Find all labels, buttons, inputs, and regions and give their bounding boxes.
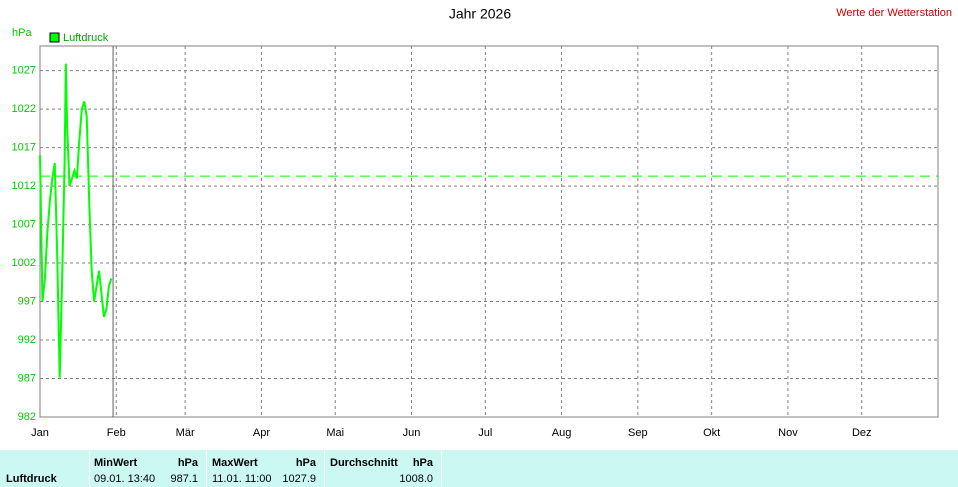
chart-title: Jahr 2026 xyxy=(449,6,511,22)
y-tick-label: 1022 xyxy=(12,103,36,115)
y-tick-label: 1012 xyxy=(12,180,36,192)
y-tick-label: 1027 xyxy=(12,65,36,77)
x-tick-label: Aug xyxy=(552,427,572,439)
x-tick-label: Feb xyxy=(107,427,126,439)
x-tick-label: Jun xyxy=(403,427,421,439)
stats-table: Luftdruck MinWert hPa 09.01. 13:40 987.1… xyxy=(0,450,958,487)
x-tick-label: Jan xyxy=(31,427,49,439)
stats-unit: hPa xyxy=(177,457,198,469)
x-tick-label: Jul xyxy=(478,427,492,439)
x-tick-label: Mai xyxy=(326,427,344,439)
chart-subtitle: Werte der Wetterstation xyxy=(836,7,952,19)
x-tick-label: Okt xyxy=(703,427,720,439)
y-tick-label: 987 xyxy=(18,372,36,384)
stats-max-cell: MaxWert hPa 11.01. 11:00 1027.9 xyxy=(207,450,325,487)
stats-value: 987.1 xyxy=(170,473,198,485)
stats-time: 11.01. 11:00 xyxy=(212,473,272,485)
stats-header: MaxWert xyxy=(212,457,258,469)
x-tick-label: Apr xyxy=(253,427,270,439)
stats-value: 1027.9 xyxy=(282,473,316,485)
stats-min-cell: MinWert hPa 09.01. 13:40 987.1 xyxy=(90,450,207,487)
legend-label: Luftdruck xyxy=(63,32,109,44)
y-tick-label: 1002 xyxy=(12,257,36,269)
stats-value: 1008.0 xyxy=(399,473,433,485)
x-tick-label: Dez xyxy=(852,427,872,439)
data-line xyxy=(39,63,113,378)
legend-swatch xyxy=(49,32,60,43)
stats-unit: hPa xyxy=(412,457,433,469)
stats-avg-cell: Durchschnitt hPa 1008.0 xyxy=(325,450,442,487)
chart: Jahr 2026 Werte der Wetterstation hPa Lu… xyxy=(12,6,952,439)
stats-label-cell: Luftdruck xyxy=(0,450,90,487)
plot-frame xyxy=(39,45,939,418)
y-tick-label: 982 xyxy=(18,411,36,423)
stats-time: 09.01. 13:40 xyxy=(94,473,156,485)
y-tick-label: 997 xyxy=(18,295,36,307)
x-tick-label: Mär xyxy=(176,427,195,439)
stats-unit: hPa xyxy=(295,457,316,469)
y-tick-label: 1007 xyxy=(12,218,36,230)
x-tick-label: Sep xyxy=(628,427,648,439)
y-tick-label: 1017 xyxy=(12,142,36,154)
y-axis-label: hPa xyxy=(12,27,32,39)
stats-header: Durchschnitt xyxy=(330,457,398,469)
stats-header: MinWert xyxy=(94,457,138,469)
stats-label: Luftdruck xyxy=(6,473,57,485)
y-tick-label: 992 xyxy=(18,334,36,346)
x-tick-label: Nov xyxy=(778,427,798,439)
